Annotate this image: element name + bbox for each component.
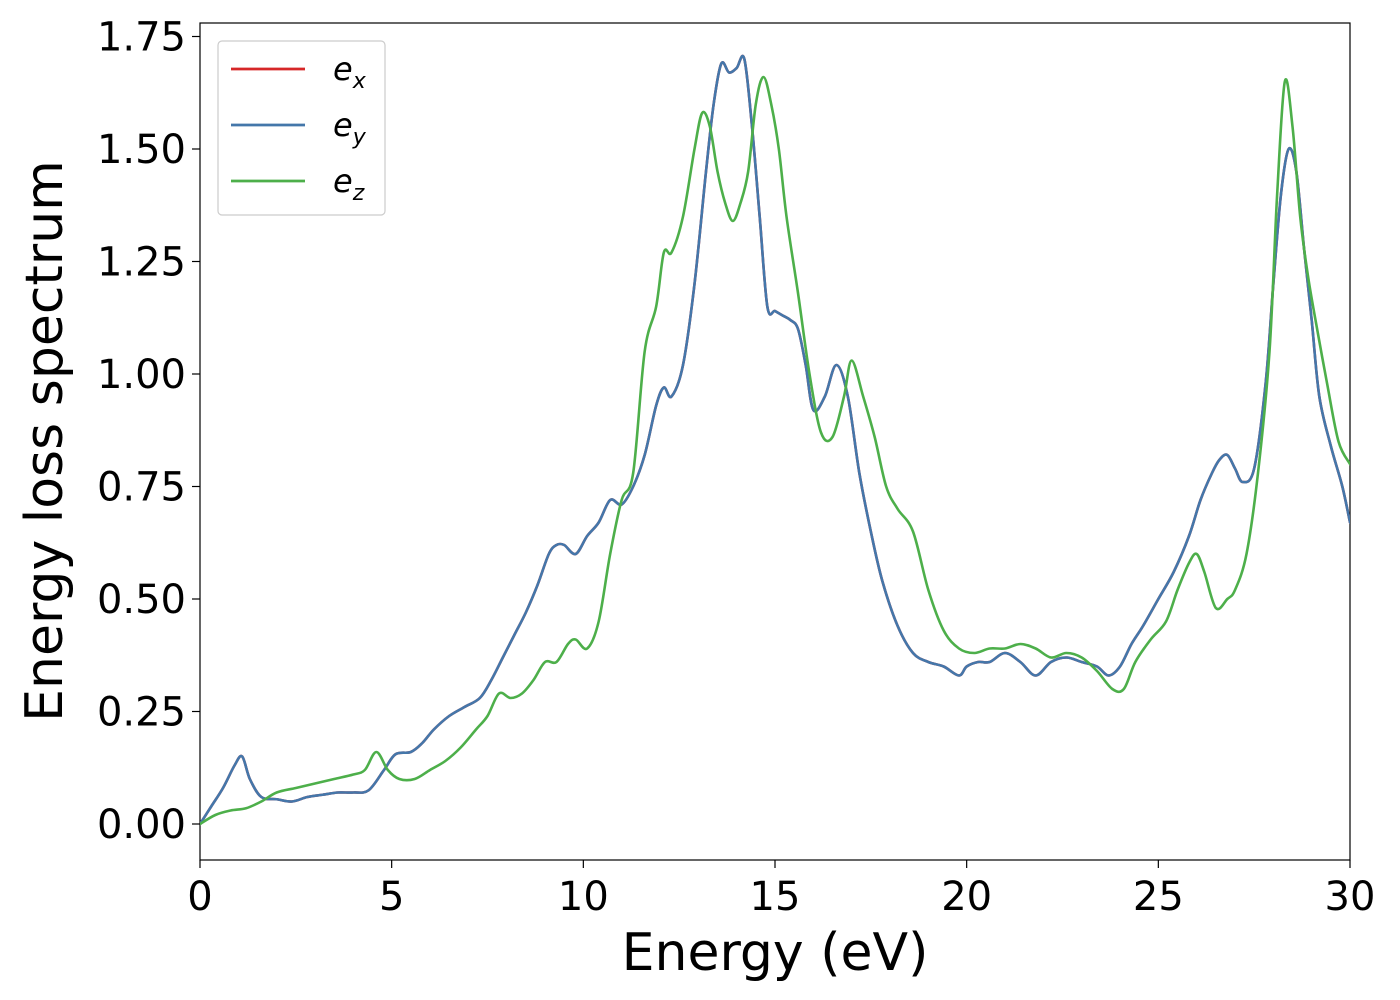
legend-label-z: ez xyxy=(333,162,365,206)
y-tick-label: 0.00 xyxy=(97,802,186,848)
legend-box xyxy=(217,40,386,216)
x-tick-label: 10 xyxy=(558,874,609,920)
legend-label-x: ex xyxy=(333,50,367,94)
y-tick-label: 1.50 xyxy=(97,127,186,173)
y-tick-label: 1.75 xyxy=(97,15,186,61)
x-axis: 0 5 10 15 20 25 30 xyxy=(187,860,1375,920)
x-tick-label: 30 xyxy=(1325,874,1376,920)
y-tick-label: 1.25 xyxy=(97,240,186,286)
y-tick-label: 1.00 xyxy=(97,352,186,398)
x-tick-label: 5 xyxy=(379,874,404,920)
y-axis-label: Energy loss spectrum xyxy=(15,160,75,722)
legend-label-y: ey xyxy=(333,106,367,150)
series-layer xyxy=(200,54,1350,826)
x-tick-label: 15 xyxy=(750,874,801,920)
y-axis: 0.00 0.25 0.50 0.75 1.00 1.25 1.50 1.75 xyxy=(97,15,200,848)
x-axis-label: Energy (eV) xyxy=(622,923,929,983)
x-tick-label: 0 xyxy=(187,874,212,920)
y-tick-label: 0.75 xyxy=(97,465,186,511)
y-tick-label: 0.25 xyxy=(97,690,186,736)
x-tick-label: 25 xyxy=(1133,874,1184,920)
y-tick-label: 0.50 xyxy=(97,577,186,623)
series-line-y xyxy=(200,54,1350,826)
series-line-z xyxy=(200,75,1350,826)
legend: ex ey ez xyxy=(217,40,386,216)
plot-area xyxy=(199,22,1351,861)
x-tick-label: 20 xyxy=(941,874,992,920)
